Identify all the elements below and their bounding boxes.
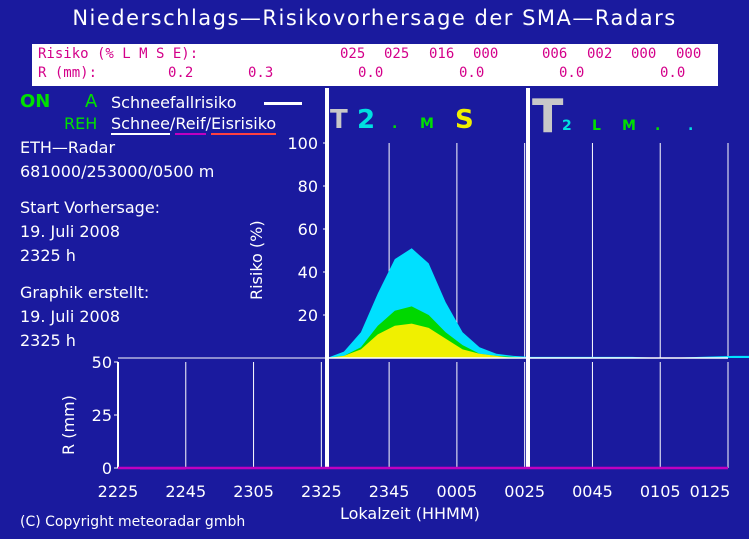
radar-coords: 681000/253000/0500 m xyxy=(20,162,215,181)
x-tick-label: 0045 xyxy=(572,482,613,501)
x-tick-label: 0005 xyxy=(437,482,478,501)
risk-row-label: Risiko (% L M S E): xyxy=(38,46,199,62)
x-tick-label: 2305 xyxy=(233,482,274,501)
x-tick-label: 0125 xyxy=(690,482,731,501)
risk-y-axis-label: Risiko (%) xyxy=(247,220,266,300)
created-time: 2325 h xyxy=(20,331,76,350)
panel-marker-left: M xyxy=(420,116,434,132)
x-tick-label: 0025 xyxy=(504,482,545,501)
rain-value: 0.2 xyxy=(168,65,194,81)
page-title: Niederschlags—Risikovorhersage der SMA—R… xyxy=(72,6,677,30)
precip-type-legend: Schnee/Reif/Eisrisiko xyxy=(111,114,277,135)
panel-dividers xyxy=(118,88,728,468)
legend-ice: Eisrisiko xyxy=(211,114,277,135)
x-tick-label: 2225 xyxy=(98,482,139,501)
risk-value: 000 xyxy=(631,46,657,62)
reh-label: REH xyxy=(64,114,98,133)
panel-marker-right: . xyxy=(688,118,693,134)
risk-value: 000 xyxy=(676,46,702,62)
panel-divider xyxy=(526,88,530,468)
status-mode: A xyxy=(85,91,98,112)
snow-risk-line-swatch xyxy=(264,102,302,105)
risk-value: 025 xyxy=(384,46,410,62)
panel-marker-left: . xyxy=(392,116,397,132)
axis-ticks: 20 40 60 80 100 0 25 50 2225 2245 2305 2325 2345 0005… xyxy=(92,134,731,501)
risk-area-S xyxy=(327,323,749,358)
legend-snow: Schnee xyxy=(111,114,170,135)
risk-ytick-label: 80 xyxy=(298,177,318,196)
rain-grid xyxy=(114,361,729,469)
panel-marker-right: T xyxy=(532,89,564,143)
panel-marker-right: L xyxy=(592,118,601,134)
status-on: ON xyxy=(20,91,51,112)
start-date: 19. Juli 2008 xyxy=(20,222,121,241)
legend-sep: / xyxy=(205,114,212,133)
rain-y-axis-label: R (mm) xyxy=(59,395,78,455)
x-tick-label: 2245 xyxy=(165,482,206,501)
risk-ytick-label: 100 xyxy=(287,134,318,153)
rain-value: 0.0 xyxy=(358,65,384,81)
snow-risk-label: Schneefallrisiko xyxy=(111,93,237,112)
start-label: Start Vorhersage: xyxy=(20,198,161,217)
risk-ytick-label: 60 xyxy=(298,220,318,239)
panel-marker-left: 2 xyxy=(357,105,375,135)
radar-name: ETH—Radar xyxy=(20,138,116,157)
panel-marker-left: T xyxy=(330,105,348,135)
rain-value: 0.0 xyxy=(559,65,585,81)
risk-value: 016 xyxy=(429,46,455,62)
risk-area-series xyxy=(327,248,749,359)
rain-ytick-label: 0 xyxy=(102,459,112,478)
risk-value: 025 xyxy=(340,46,366,62)
risk-value: 002 xyxy=(587,46,613,62)
legend-frost: Reif xyxy=(175,114,206,135)
panel-marker-right: . xyxy=(655,118,660,134)
panel-markers: T 2. M S T2 L M.. xyxy=(330,89,693,143)
rain-ytick-label: 50 xyxy=(92,353,112,372)
rain-series xyxy=(118,466,728,470)
x-tick-label: 0105 xyxy=(640,482,681,501)
panel-marker-left: S xyxy=(455,105,474,135)
created-date: 19. Juli 2008 xyxy=(20,307,121,326)
start-time: 2325 h xyxy=(20,246,76,265)
risk-summary-box: Risiko (% L M S E): R (mm): 025 025 016 … xyxy=(32,44,718,86)
risk-value: 006 xyxy=(542,46,568,62)
legend-sep: / xyxy=(169,114,176,133)
panel-marker-right: 2 xyxy=(562,118,572,134)
copyright: (C) Copyright meteoradar gmbh xyxy=(20,514,246,530)
risk-ytick-label: 40 xyxy=(298,263,318,282)
x-tick-label: 2345 xyxy=(369,482,410,501)
x-axis-label: Lokalzeit (HHMM) xyxy=(340,504,480,523)
panel-marker-right: M xyxy=(622,118,636,134)
rain-value: 0.0 xyxy=(459,65,485,81)
rain-value: 0.3 xyxy=(248,65,274,81)
x-tick-label: 2325 xyxy=(301,482,342,501)
rain-value: 0.0 xyxy=(660,65,686,81)
panel-divider xyxy=(325,88,329,468)
created-label: Graphik erstellt: xyxy=(20,283,150,302)
risk-ytick-label: 20 xyxy=(298,306,318,325)
rain-row-label: R (mm): xyxy=(38,65,98,81)
rain-ytick-label: 25 xyxy=(92,406,112,425)
risk-value: 000 xyxy=(473,46,499,62)
